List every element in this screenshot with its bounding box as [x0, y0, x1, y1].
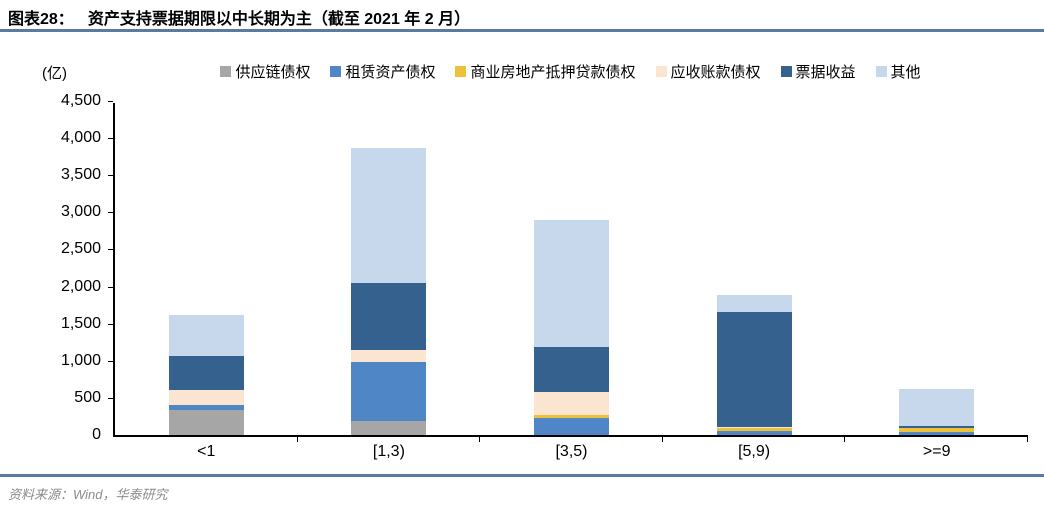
bar-segment: [533, 417, 609, 435]
x-tick-mark: [1026, 437, 1028, 442]
y-tick-label: 4,500: [60, 92, 101, 109]
x-tick-mark: [479, 437, 481, 442]
y-tick-mark: [108, 175, 113, 177]
plot-area: 0 500 1,000 1,500 2,000 2,500 3,000 3,500 4,000 4…: [61, 92, 1028, 460]
y-tick-mark: [108, 101, 113, 102]
source-note: 资料来源：Wind，华泰研究: [8, 487, 168, 502]
y-tick-label: 3,500: [60, 166, 101, 184]
bar-segment: [168, 314, 244, 357]
bar-slot: [480, 103, 663, 442]
legend-label: 供应链债权: [235, 64, 311, 81]
stacked-bar-[1,3): [351, 147, 427, 435]
legend-item: 票据收益: [780, 61, 856, 82]
legend-swatch-icon: [330, 66, 342, 77]
y-tick-mark: [108, 360, 113, 362]
bar-segment: [533, 414, 609, 418]
y-tick-label: 2,500: [60, 240, 101, 258]
legend-item: 商业房地产抵押贷款债权: [455, 61, 636, 82]
bar-segment: [716, 430, 792, 435]
legend-item: 其他: [875, 61, 921, 82]
bar-segment: [716, 294, 792, 312]
bar-segment: [351, 420, 427, 435]
x-tick-label: [1,3): [372, 443, 405, 460]
x-tick-label: <1: [197, 443, 216, 460]
x-tick-label: [3,5): [555, 443, 588, 460]
x-tick-mark: [661, 437, 663, 442]
legend-label: 租赁资产债权: [345, 64, 436, 81]
figure-title-row: 图表28： 资产支持票据期限以中长期为主（截至 2021 年 2 月）: [8, 5, 470, 29]
y-tick-mark: [108, 138, 113, 140]
stacked-bar-[5,9): [716, 294, 792, 435]
bar-segment: [899, 428, 975, 433]
legend-swatch-icon: [220, 66, 232, 77]
legend-swatch-icon: [655, 66, 667, 77]
legend-item: 供应链债权: [220, 61, 310, 82]
bar-slot: [298, 103, 481, 442]
x-tick-mark: [844, 437, 846, 442]
legend-swatch-icon: [875, 66, 887, 77]
y-tick-label: 1,500: [60, 314, 101, 332]
legend-swatch-icon: [455, 66, 467, 77]
bars-container: [115, 103, 1028, 442]
y-axis-unit-label: (亿): [42, 65, 67, 82]
legend-label: 应收账款债权: [670, 64, 761, 81]
figure-title: 资产支持票据期限以中长期为主（截至 2021 年 2 月）: [87, 11, 471, 28]
bar-segment: [533, 347, 609, 392]
bar-segment: [899, 389, 975, 427]
bar-segment: [168, 390, 244, 406]
bar-slot: [663, 103, 846, 442]
x-tick-label: [5,9): [738, 443, 771, 460]
x-tick-label: >=9: [922, 443, 951, 460]
y-tick-label: 1,000: [60, 351, 101, 369]
legend-item: 租赁资产债权: [330, 61, 435, 82]
bar-segment: [351, 349, 427, 362]
y-tick-label: 4,000: [60, 129, 101, 147]
legend-label: 其他: [890, 64, 921, 81]
bar-segment: [351, 147, 427, 283]
stacked-bar->=9: [899, 389, 975, 435]
bar-segment: [351, 282, 427, 350]
x-axis-labels: <1 [1,3) [3,5) [5,9) >=9: [115, 443, 1028, 461]
bottom-rule: [0, 474, 1044, 477]
legend-swatch-icon: [780, 66, 792, 77]
legend-label: 票据收益: [795, 64, 856, 81]
y-tick-label: 500: [74, 388, 101, 406]
legend-label: 商业房地产抵押贷款债权: [470, 64, 636, 81]
bar-segment: [168, 409, 244, 435]
legend-item: 应收账款债权: [655, 61, 761, 82]
bar-segment: [533, 391, 609, 415]
y-tick-label: 2,000: [60, 277, 101, 295]
title-rule: [0, 29, 1044, 32]
bar-slot: [845, 103, 1028, 442]
x-tick-mark: [296, 437, 298, 442]
bar-segment: [168, 405, 244, 410]
y-tick-label: 3,000: [60, 203, 101, 221]
y-tick-mark: [108, 397, 113, 399]
y-tick-mark: [108, 212, 113, 214]
bar-segment: [716, 427, 792, 431]
figure-number: 图表28：: [8, 11, 74, 28]
bar-segment: [716, 311, 792, 427]
y-tick-label: 0: [92, 426, 101, 443]
bar-slot: [115, 103, 298, 442]
bar-segment: [533, 219, 609, 348]
stacked-bar-[3,5): [533, 219, 609, 435]
bar-segment: [168, 356, 244, 391]
stacked-bar-<1: [168, 314, 244, 435]
bar-segment: [351, 361, 427, 421]
y-tick-mark: [108, 249, 113, 251]
bar-segment: [899, 426, 975, 429]
bar-segment: [899, 432, 975, 435]
y-tick-mark: [108, 286, 113, 288]
bar-segment: [716, 426, 792, 428]
legend: 供应链债权 租赁资产债权 商业房地产抵押贷款债权 应收账款债权 票据收益 其他: [113, 61, 1028, 82]
y-tick-mark: [108, 323, 113, 325]
